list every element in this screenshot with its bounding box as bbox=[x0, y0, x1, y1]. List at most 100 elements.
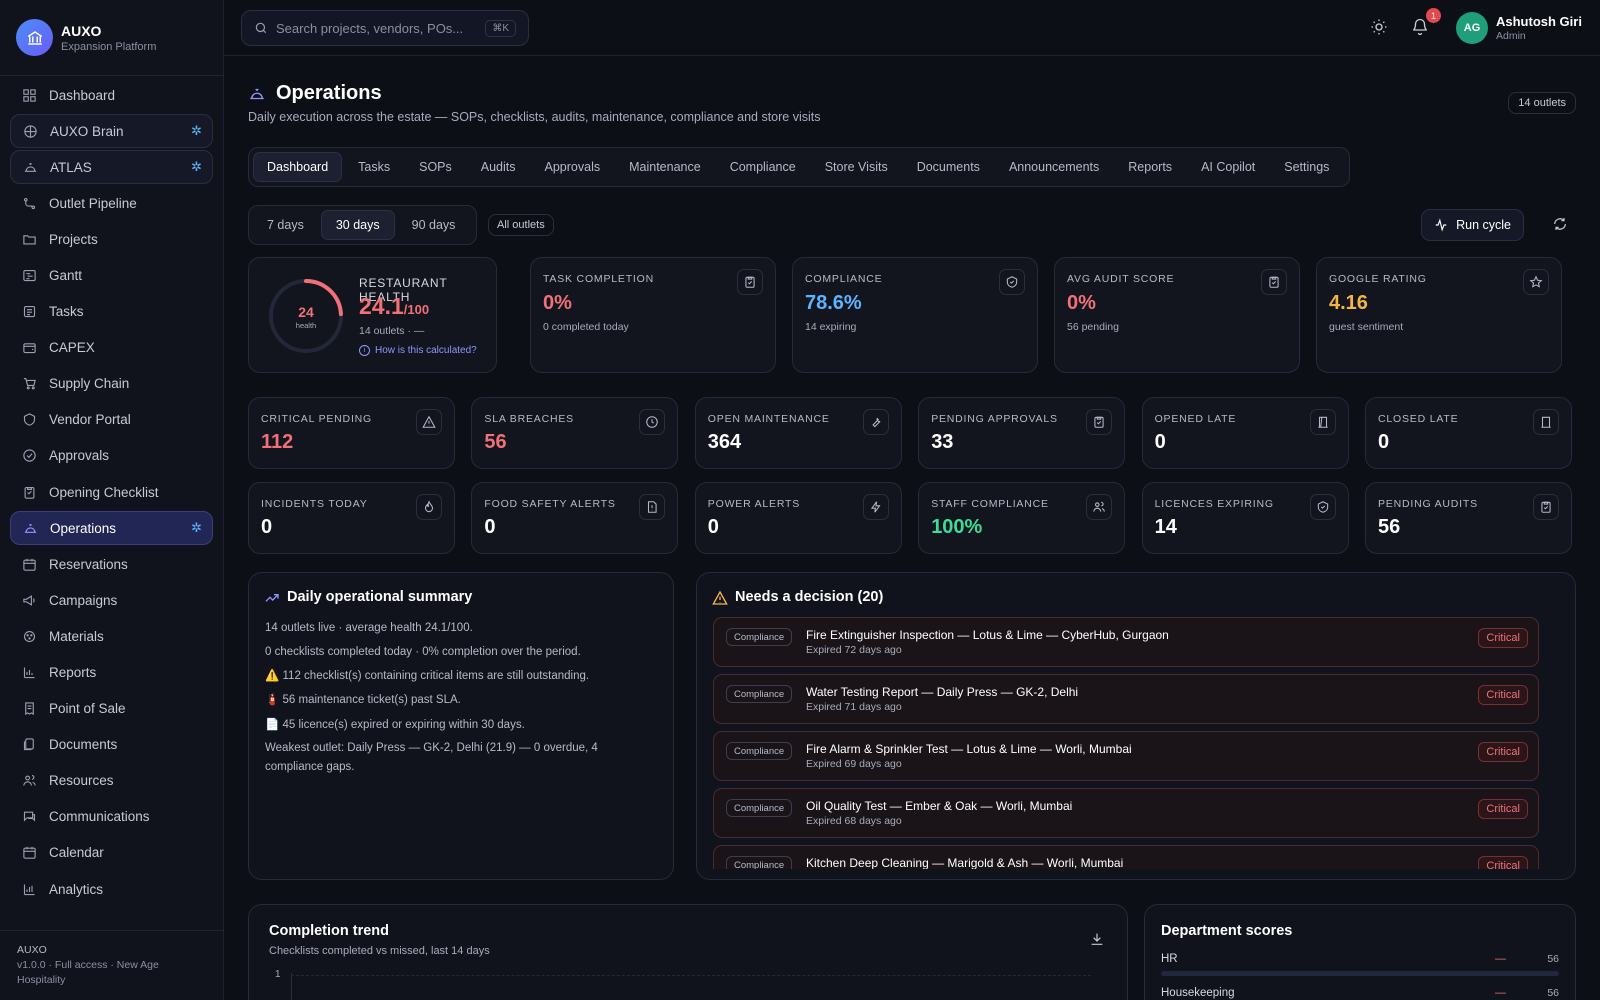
user-role: Admin bbox=[1496, 30, 1526, 42]
kpi-label: FOOD SAFETY ALERTS bbox=[484, 498, 616, 510]
sidebar-item-approvals[interactable]: Approvals bbox=[10, 439, 213, 473]
main-content: Operations Daily execution across the es… bbox=[224, 56, 1600, 1000]
kpi-card-pending-audits[interactable]: PENDING AUDITS 56 bbox=[1365, 482, 1572, 554]
outlet-filter-chip[interactable]: All outlets bbox=[488, 214, 554, 236]
sidebar-item-materials[interactable]: Materials bbox=[10, 619, 213, 653]
kpi-card-open-maintenance[interactable]: OPEN MAINTENANCE 364 bbox=[694, 397, 902, 469]
decision-list[interactable]: Compliance Fire Extinguisher Inspection … bbox=[697, 573, 1575, 869]
kpi-card-opened-late[interactable]: OPENED LATE 0 bbox=[1141, 397, 1349, 469]
kpi-card-staff-compliance[interactable]: STAFF COMPLIANCE 100% bbox=[918, 482, 1126, 554]
sidebar-item-dashboard[interactable]: Dashboard bbox=[10, 78, 213, 112]
refresh-icon[interactable] bbox=[1552, 216, 1568, 232]
search-input[interactable]: Search projects, vendors, POs... bbox=[276, 20, 464, 36]
kpi-value: 100% bbox=[931, 516, 983, 538]
sidebar-item-analytics[interactable]: Analytics bbox=[10, 872, 213, 906]
critical-badge: Critical bbox=[1478, 628, 1528, 648]
sidebar-item-communications[interactable]: Communications bbox=[10, 800, 213, 834]
sidebar-item-supply-chain[interactable]: Supply Chain bbox=[10, 367, 213, 401]
sidebar-item-campaigns[interactable]: Campaigns bbox=[10, 583, 213, 617]
tab-tasks[interactable]: Tasks bbox=[358, 160, 391, 174]
stat-card-avg-audit-score[interactable]: AVG AUDIT SCORE 0% 56 pending bbox=[1054, 257, 1300, 373]
kpi-card-pending-approvals[interactable]: PENDING APPROVALS 33 bbox=[918, 397, 1126, 469]
download-icon[interactable] bbox=[1089, 931, 1105, 947]
stat-sub: 14 expiring bbox=[805, 321, 857, 333]
search-box[interactable]: Search projects, vendors, POs... ⌘K bbox=[241, 10, 529, 46]
sidebar-item-calendar[interactable]: Calendar bbox=[10, 836, 213, 870]
sidebar-item-vendor-portal[interactable]: Vendor Portal bbox=[10, 403, 213, 437]
sidebar-item-reservations[interactable]: Reservations bbox=[10, 547, 213, 581]
kpi-icon-wrap bbox=[1533, 409, 1559, 435]
kpi-icon-wrap bbox=[1309, 409, 1336, 435]
sidebar-item-outlet-pipeline[interactable]: Outlet Pipeline bbox=[10, 186, 213, 220]
decision-title: Fire Alarm & Sprinkler Test — Lotus & Li… bbox=[806, 742, 1132, 756]
tab-compliance[interactable]: Compliance bbox=[729, 160, 796, 174]
range-30-days[interactable]: 30 days bbox=[320, 210, 395, 240]
sidebar-item-atlas[interactable]: ATLAS ✲ bbox=[10, 150, 213, 185]
health-info-link[interactable]: i How is this calculated? bbox=[359, 345, 477, 356]
sidebar-item-label: Vendor Portal bbox=[49, 412, 131, 428]
decision-item[interactable]: Compliance Fire Alarm & Sprinkler Test —… bbox=[713, 731, 1539, 781]
sidebar-item-projects[interactable]: Projects bbox=[10, 222, 213, 256]
health-card[interactable]: 24 health RESTAURANT HEALTH 24.1/100 14 … bbox=[248, 257, 497, 373]
tab-announcements[interactable]: Announcements bbox=[1008, 160, 1100, 174]
bell-icon[interactable] bbox=[1411, 18, 1429, 36]
kpi-card-licences-expiring[interactable]: LICENCES EXPIRING 14 bbox=[1141, 482, 1349, 554]
decision-item[interactable]: Compliance Oil Quality Test — Ember & Oa… bbox=[713, 788, 1539, 838]
tab-settings[interactable]: Settings bbox=[1284, 160, 1330, 174]
sidebar-item-opening-checklist[interactable]: Opening Checklist bbox=[10, 475, 213, 509]
decision-item[interactable]: Compliance Kitchen Deep Cleaning — Marig… bbox=[713, 845, 1539, 869]
decision-item[interactable]: Compliance Water Testing Report — Daily … bbox=[713, 674, 1539, 724]
sidebar-item-gantt[interactable]: Gantt bbox=[10, 258, 213, 292]
kpi-label: CLOSED LATE bbox=[1378, 413, 1459, 425]
decision-sub: Expired 72 days ago bbox=[806, 644, 902, 656]
summary-line: 14 outlets live · average health 24.1/10… bbox=[265, 622, 473, 634]
sidebar-item-label: CAPEX bbox=[49, 340, 95, 356]
avatar[interactable]: AG bbox=[1456, 12, 1488, 44]
kpi-card-incidents-today[interactable]: INCIDENTS TODAY 0 bbox=[248, 482, 455, 554]
tab-reports[interactable]: Reports bbox=[1128, 160, 1173, 174]
stat-card-compliance[interactable]: COMPLIANCE 78.6% 14 expiring bbox=[792, 257, 1038, 373]
stat-label: GOOGLE RATING bbox=[1329, 273, 1427, 285]
sidebar-item-point-of-sale[interactable]: Point of Sale bbox=[10, 692, 213, 726]
sidebar-item-reports[interactable]: Reports bbox=[10, 656, 213, 690]
kpi-icon-wrap bbox=[1309, 494, 1336, 520]
dept-trend: — bbox=[1495, 987, 1506, 999]
range-7-days[interactable]: 7 days bbox=[267, 218, 304, 232]
brand[interactable]: AUXO Expansion Platform bbox=[0, 0, 223, 76]
tab-audits[interactable]: Audits bbox=[480, 160, 516, 174]
kpi-card-closed-late[interactable]: CLOSED LATE 0 bbox=[1365, 397, 1572, 469]
sidebar-item-capex[interactable]: CAPEX bbox=[10, 331, 213, 365]
sidebar-item-tasks[interactable]: Tasks bbox=[10, 295, 213, 329]
sidebar-item-operations[interactable]: Operations ✲ bbox=[10, 511, 213, 546]
bell-service-icon bbox=[250, 88, 264, 100]
outlets-count-chip: 14 outlets bbox=[1508, 92, 1576, 114]
sidebar-item-auxo-brain[interactable]: AUXO Brain ✲ bbox=[10, 114, 213, 149]
tab-ai-copilot[interactable]: AI Copilot bbox=[1201, 160, 1256, 174]
sun-icon[interactable] bbox=[1370, 18, 1388, 36]
tab-dashboard[interactable]: Dashboard bbox=[253, 152, 343, 182]
kpi-icon-wrap bbox=[639, 494, 666, 520]
footer-title: AUXO bbox=[17, 944, 47, 956]
tab-maintenance[interactable]: Maintenance bbox=[629, 160, 701, 174]
kpi-card-critical-pending[interactable]: CRITICAL PENDING 112 bbox=[248, 397, 455, 469]
tab-store-visits[interactable]: Store Visits bbox=[824, 160, 888, 174]
sidebar-item-label: Outlet Pipeline bbox=[49, 195, 137, 211]
stat-card-google-rating[interactable]: GOOGLE RATING 4.16 guest sentiment bbox=[1316, 257, 1562, 373]
kpi-card-food-safety-alerts[interactable]: FOOD SAFETY ALERTS 0 bbox=[471, 482, 679, 554]
tab-approvals[interactable]: Approvals bbox=[544, 160, 601, 174]
dept-title: Department scores bbox=[1161, 923, 1293, 939]
kpi-card-sla-breaches[interactable]: SLA BREACHES 56 bbox=[471, 397, 679, 469]
kpi-card-power-alerts[interactable]: POWER ALERTS 0 bbox=[694, 482, 902, 554]
sidebar-item-label: Tasks bbox=[49, 304, 84, 320]
grid-icon bbox=[23, 88, 36, 102]
run-cycle-button[interactable]: Run cycle bbox=[1421, 209, 1524, 241]
sidebar-item-documents[interactable]: Documents bbox=[10, 728, 213, 762]
stat-card-task-completion[interactable]: TASK COMPLETION 0% 0 completed today bbox=[530, 257, 776, 373]
tab-sops[interactable]: SOPs bbox=[419, 160, 452, 174]
tab-documents[interactable]: Documents bbox=[916, 160, 980, 174]
decision-item[interactable]: Compliance Fire Extinguisher Inspection … bbox=[713, 617, 1539, 667]
range-90-days[interactable]: 90 days bbox=[411, 218, 456, 232]
kpi-icon-wrap bbox=[1533, 494, 1559, 520]
user-name[interactable]: Ashutosh Giri bbox=[1496, 14, 1582, 29]
sidebar-item-resources[interactable]: Resources bbox=[10, 764, 213, 798]
